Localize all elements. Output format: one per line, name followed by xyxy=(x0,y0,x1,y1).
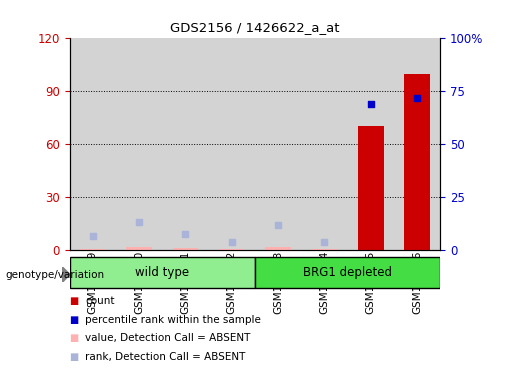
Title: GDS2156 / 1426622_a_at: GDS2156 / 1426622_a_at xyxy=(170,22,340,35)
Point xyxy=(228,239,236,245)
Bar xyxy=(126,247,152,250)
Bar xyxy=(404,74,430,250)
Bar xyxy=(162,38,209,250)
Text: BRG1 depleted: BRG1 depleted xyxy=(303,266,392,279)
Text: count: count xyxy=(85,296,114,306)
Bar xyxy=(70,38,116,250)
Text: percentile rank within the sample: percentile rank within the sample xyxy=(85,315,261,325)
Text: ■: ■ xyxy=(70,352,79,362)
Bar xyxy=(348,38,394,250)
Text: ■: ■ xyxy=(70,315,79,325)
Bar xyxy=(209,38,255,250)
Bar xyxy=(116,38,162,250)
Bar xyxy=(173,248,198,250)
Point xyxy=(320,239,329,245)
Point xyxy=(181,231,190,237)
Bar xyxy=(80,249,106,250)
Bar xyxy=(265,248,291,250)
Bar xyxy=(312,249,337,250)
Point xyxy=(89,233,97,239)
Bar xyxy=(301,38,348,250)
Point xyxy=(413,94,421,101)
Point xyxy=(367,101,375,107)
FancyBboxPatch shape xyxy=(70,257,255,288)
FancyBboxPatch shape xyxy=(255,257,440,288)
Bar xyxy=(358,126,384,250)
Bar xyxy=(394,38,440,250)
Polygon shape xyxy=(62,267,70,282)
Point xyxy=(274,222,282,228)
Point xyxy=(135,219,143,225)
Text: rank, Detection Call = ABSENT: rank, Detection Call = ABSENT xyxy=(85,352,245,362)
Text: genotype/variation: genotype/variation xyxy=(5,270,104,280)
Bar xyxy=(255,38,301,250)
Text: ■: ■ xyxy=(70,296,79,306)
Bar xyxy=(219,249,245,250)
Text: wild type: wild type xyxy=(135,266,190,279)
Text: value, Detection Call = ABSENT: value, Detection Call = ABSENT xyxy=(85,333,250,343)
Text: ■: ■ xyxy=(70,333,79,343)
